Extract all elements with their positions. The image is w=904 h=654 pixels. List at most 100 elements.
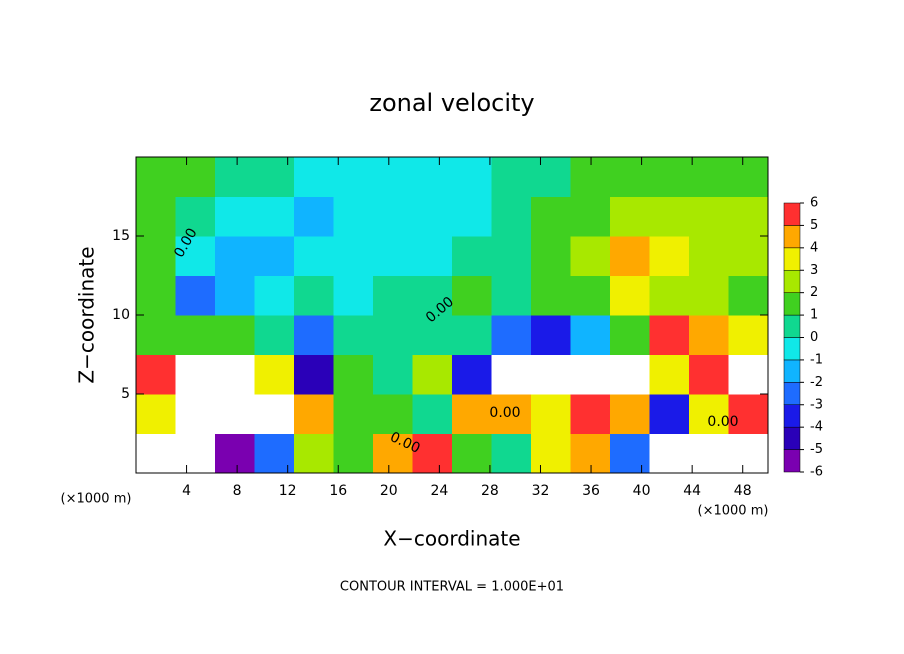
field-cell (689, 315, 729, 355)
field-cell (570, 394, 611, 434)
colorbar-label: -3 (810, 397, 823, 412)
field-cell (412, 354, 453, 395)
x-tick-label: 16 (329, 483, 347, 499)
field-cell (175, 315, 216, 355)
field-cell (491, 275, 532, 316)
field-cell (373, 196, 413, 237)
field-cell (333, 354, 374, 395)
contour-label: 0.00 (489, 405, 520, 421)
field-cell (294, 354, 334, 395)
field-cell (412, 157, 453, 197)
colorbar-swatch (783, 225, 801, 249)
field-cell (728, 157, 769, 197)
field-cell (373, 315, 413, 355)
colorbar-swatch (783, 426, 801, 450)
field-cell (689, 275, 729, 316)
field-cell (333, 433, 374, 474)
field-cell (689, 354, 729, 395)
field-cell (728, 275, 769, 316)
field-cell (294, 236, 334, 276)
field-cell (254, 315, 295, 355)
x-axis-title: X−coordinate (383, 527, 520, 551)
field-cell (412, 275, 453, 316)
field-cell (491, 157, 532, 197)
field-cell (610, 236, 650, 276)
y-tick-label: 15 (112, 228, 130, 244)
field-cell (649, 196, 690, 237)
colorbar-swatch (783, 404, 801, 428)
field-cell (254, 354, 295, 395)
field-cell (294, 196, 334, 237)
colorbar-label: -5 (810, 442, 823, 457)
field-cell (412, 236, 453, 276)
colorbar-swatch (783, 382, 801, 406)
field-cell (570, 157, 611, 197)
field-cell (294, 275, 334, 316)
field-cell (610, 354, 650, 395)
field-cell (649, 275, 690, 316)
colorbar-label: 4 (810, 240, 818, 255)
field-cell (649, 394, 690, 434)
field-cell (333, 315, 374, 355)
field-cell (491, 236, 532, 276)
field-cell (412, 394, 453, 434)
colorbar-swatch (783, 202, 801, 226)
field-cell (215, 315, 255, 355)
field-cell (689, 236, 729, 276)
field-cell (728, 236, 769, 276)
field-cell (610, 157, 650, 197)
colorbar-label: 5 (810, 218, 818, 233)
field-cell (136, 196, 176, 237)
field-cell (452, 354, 492, 395)
field-cell (294, 157, 334, 197)
field-cell (215, 275, 255, 316)
colorbar-label: 6 (810, 196, 818, 211)
field-cell (649, 433, 690, 474)
x-tick-label: 8 (233, 483, 242, 499)
field-cell (491, 394, 532, 434)
field-cell (373, 394, 413, 434)
field-cell (570, 354, 611, 395)
field-cell (452, 315, 492, 355)
field-cell (610, 394, 650, 434)
field-cell (689, 394, 729, 434)
field-cell (373, 157, 413, 197)
y-axis-title: Z−coordinate (75, 246, 99, 383)
field-cell (333, 157, 374, 197)
field-cell (531, 394, 571, 434)
colorbar-label: 3 (810, 263, 818, 278)
x-tick-label: 36 (582, 483, 600, 499)
field-cell (689, 433, 729, 474)
field-cell (175, 196, 216, 237)
x-tick-label: 32 (532, 483, 550, 499)
x-unit-right: (×1000 m) (698, 504, 769, 519)
field-cell (294, 394, 334, 434)
field-cell (136, 433, 176, 474)
field-cell (254, 236, 295, 276)
field-cell (136, 315, 176, 355)
field-cell (215, 394, 255, 434)
field-cell (531, 236, 571, 276)
field-cell (649, 236, 690, 276)
field-cell (215, 196, 255, 237)
field-cell (610, 433, 650, 474)
colorbar-label: -4 (810, 420, 823, 435)
x-tick-label: 44 (683, 483, 701, 499)
footer-note: CONTOUR INTERVAL = 1.000E+01 (340, 580, 564, 595)
colorbar-swatch (783, 449, 801, 473)
colorbar-label: 2 (810, 285, 818, 300)
field-cell (333, 236, 374, 276)
field-cell (570, 236, 611, 276)
field-cell (215, 157, 255, 197)
field-cell (452, 394, 492, 434)
x-tick-label: 48 (734, 483, 752, 499)
field-cell (491, 196, 532, 237)
y-tick-label: 5 (121, 386, 130, 402)
y-tick-label: 10 (112, 307, 130, 323)
field-cell (333, 196, 374, 237)
field-cell (175, 236, 216, 276)
colorbar-label: -1 (810, 352, 823, 367)
field-cell (452, 196, 492, 237)
colorbar-swatch (783, 292, 801, 316)
field-cell (452, 236, 492, 276)
